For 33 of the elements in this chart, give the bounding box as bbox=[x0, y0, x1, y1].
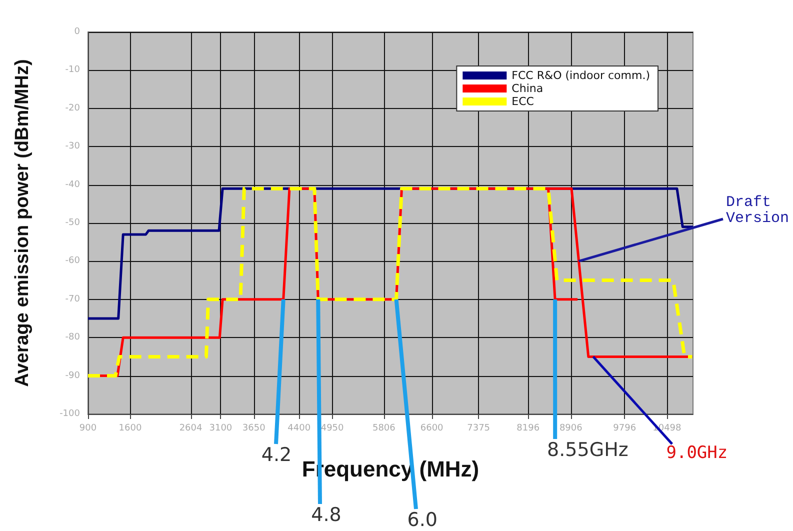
x-tick-label: 8196 bbox=[516, 424, 540, 434]
legend-label: China bbox=[512, 82, 544, 95]
y-tick-label: -40 bbox=[65, 180, 80, 190]
x-tick-label: 1600 bbox=[118, 424, 142, 434]
x-tick-label: 900 bbox=[79, 424, 97, 434]
annotation: 4.8 bbox=[311, 504, 342, 526]
annotation: 9.0GHz bbox=[666, 442, 728, 463]
annotation: 6.0 bbox=[407, 509, 438, 531]
y-tick-label: 0 bbox=[74, 27, 80, 37]
annotation: 8.55GHz bbox=[547, 439, 628, 462]
legend-label: FCC R&O (indoor comm.) bbox=[512, 69, 650, 82]
y-tick-label: -90 bbox=[65, 370, 80, 381]
x-tick-label: 3100 bbox=[209, 424, 232, 434]
legend-label: ECC bbox=[512, 95, 534, 108]
y-tick-label: -30 bbox=[65, 142, 80, 152]
y-axis-title: Average emission power (dBm/MHz) bbox=[12, 59, 33, 387]
x-tick-label: 3650 bbox=[242, 424, 266, 434]
y-tick-label: -50 bbox=[65, 218, 80, 228]
y-tick-label: -70 bbox=[65, 294, 80, 304]
x-tick-label: 8906 bbox=[559, 424, 583, 434]
x-tick-label: 9796 bbox=[613, 424, 636, 434]
x-tick-label: 5806 bbox=[372, 424, 396, 434]
annotation: 4.2 bbox=[261, 444, 292, 466]
y-tick-label: -80 bbox=[65, 332, 80, 343]
y-tick-label: -100 bbox=[60, 409, 80, 419]
y-tick-label: -60 bbox=[65, 256, 80, 266]
y-tick-label: -10 bbox=[65, 65, 80, 76]
y-tick-label: -20 bbox=[65, 103, 80, 114]
x-tick-label: 7375 bbox=[467, 424, 490, 434]
x-tick-label: 2604 bbox=[179, 424, 203, 434]
x-tick-label: 6600 bbox=[420, 424, 444, 434]
annotation: Draft Version bbox=[726, 194, 790, 227]
x-tick-label: 4400 bbox=[288, 424, 311, 434]
